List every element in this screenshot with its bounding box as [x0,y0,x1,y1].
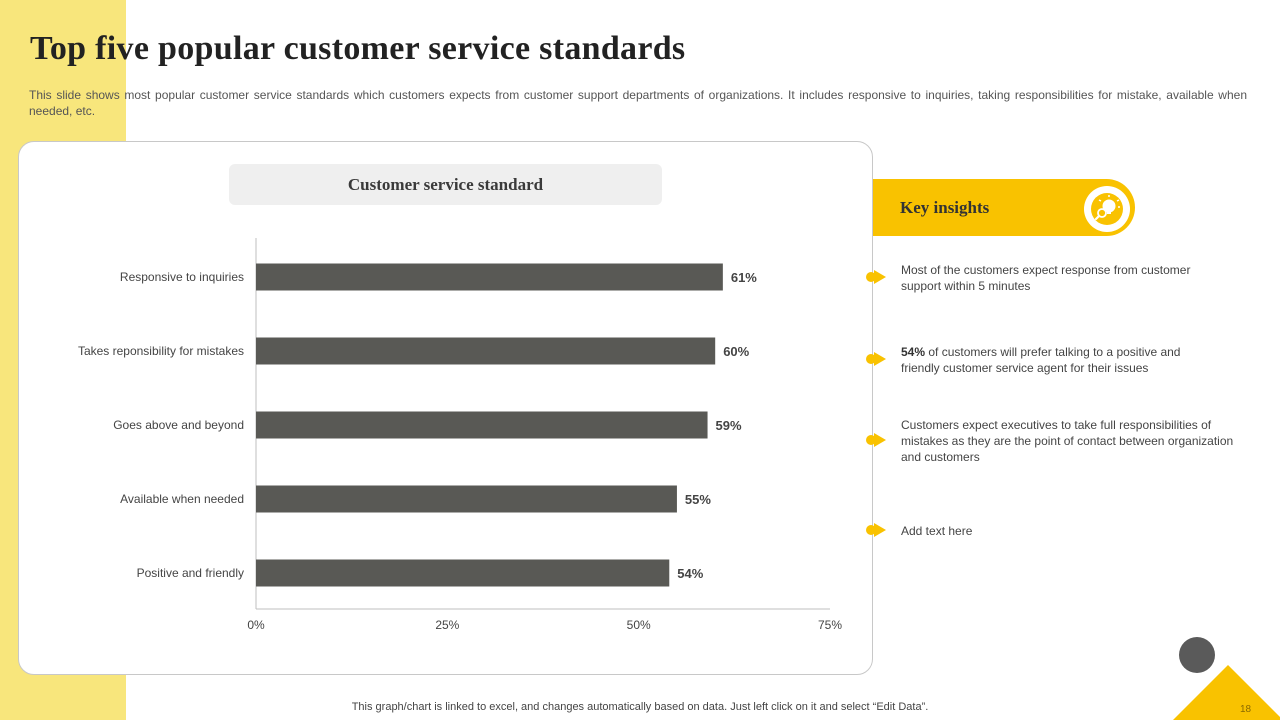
x-tick-label: 25% [435,618,459,632]
data-label: 59% [716,418,742,433]
category-label: Goes above and beyond [113,418,244,432]
category-label: Takes reponsibility for mistakes [78,344,244,358]
key-insights-title: Key insights [900,198,990,217]
bar[interactable] [256,337,716,365]
page-number: 18 [1240,704,1252,715]
insight-item-4: Add text here [901,524,973,538]
insight-item-1: Most of the customers expect response fr… [901,263,1191,293]
x-tick-label: 75% [818,618,842,632]
data-label: 54% [677,566,703,581]
arrow-bullet-icon [866,270,886,284]
bar-chart[interactable]: Responsive to inquiries 61% Takes reponsib… [0,0,880,680]
bar[interactable] [256,411,708,439]
category-label: Available when needed [120,492,244,506]
arrow-bullet-icon [866,433,886,447]
slide-subtitle: This slide shows most popular customer s… [29,88,1247,118]
bar[interactable] [256,485,677,513]
slide-title: Top five popular customer service standa… [30,30,686,67]
footer-note: This graph/chart is linked to excel, and… [351,701,929,713]
data-label: 55% [685,492,711,507]
arrow-bullet-icon [866,352,886,366]
bar[interactable] [256,263,723,291]
lightbulb-search-icon [1084,186,1130,232]
arrow-bullet-icon [866,523,886,537]
data-label: 61% [731,270,757,285]
decorative-triangle [1170,665,1280,720]
x-tick-label: 50% [627,618,651,632]
insight-item-2: 54% of customers will prefer talking to … [901,345,1181,375]
data-label: 60% [723,344,749,359]
insight-item-3: Customers expect executives to take full… [901,418,1234,464]
category-label: Positive and friendly [137,566,244,580]
bar[interactable] [256,559,670,587]
x-tick-label: 0% [247,618,265,632]
chart-title: Customer service standard [229,164,662,205]
category-label: Responsive to inquiries [120,270,244,284]
